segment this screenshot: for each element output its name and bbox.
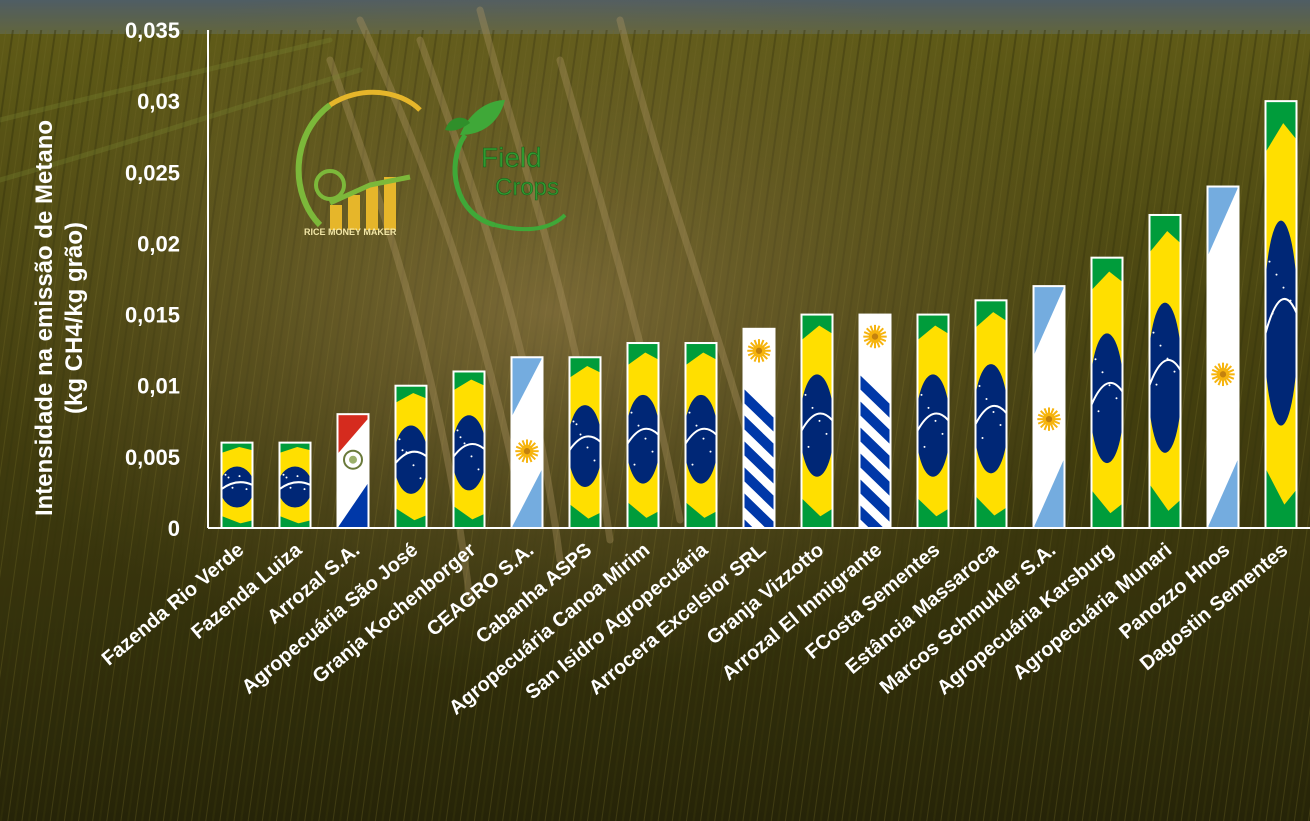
- bar: [1033, 286, 1065, 528]
- y-tick-label: 0,035: [125, 18, 180, 43]
- bar: [221, 442, 253, 528]
- field-crops-logo: Field Crops: [445, 100, 567, 232]
- bar: [1265, 101, 1297, 529]
- y-tick-label: 0,025: [125, 160, 180, 185]
- bar: [743, 328, 775, 528]
- y-axis-label-line2: (kg CH4/kg grão): [61, 222, 88, 414]
- bar: [337, 414, 369, 528]
- rice-money-maker-logo: RICE MONEY MAKER: [295, 89, 422, 237]
- bar: [1091, 257, 1123, 528]
- y-tick-label: 0,01: [137, 374, 180, 399]
- bar: [917, 314, 949, 528]
- field-crops-text-crops: Crops: [495, 174, 559, 201]
- bar: [685, 343, 717, 528]
- bar: [395, 385, 427, 528]
- bar: [569, 357, 601, 528]
- rice-money-maker-text: RICE MONEY MAKER: [304, 227, 397, 237]
- bar: [975, 300, 1007, 528]
- bars: [220, 100, 1298, 530]
- bar: [453, 371, 485, 528]
- bar: [859, 314, 891, 529]
- bar: [801, 314, 833, 528]
- y-axis-label-line1: Intensidade na emissão de Metano: [31, 120, 58, 516]
- y-tick-label: 0,02: [137, 231, 180, 256]
- y-tick-label: 0,015: [125, 303, 180, 328]
- y-tick-label: 0: [168, 516, 180, 541]
- bar: [1207, 186, 1239, 528]
- bar: [627, 343, 659, 528]
- y-tick-label: 0,005: [125, 445, 180, 470]
- y-axis-ticks: 0 0,005 0,01 0,015 0,02 0,025 0,03 0,035: [125, 18, 180, 541]
- field-crops-text-field: Field: [481, 142, 542, 173]
- bar: [1149, 214, 1181, 528]
- bar: [511, 357, 543, 528]
- y-tick-label: 0,03: [137, 89, 180, 114]
- bar: [279, 442, 311, 528]
